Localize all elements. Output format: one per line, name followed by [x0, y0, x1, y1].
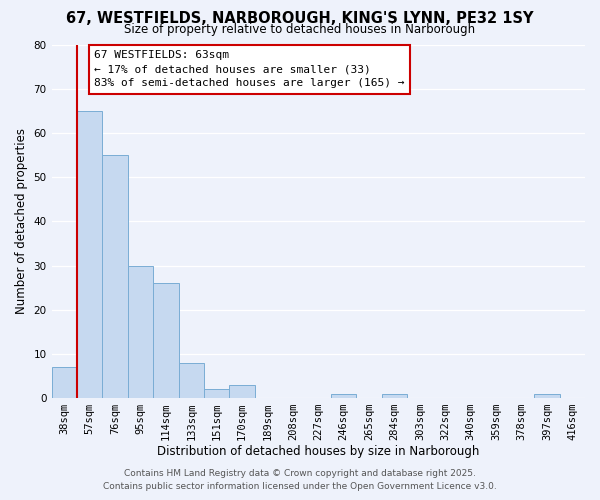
- Bar: [382, 394, 407, 398]
- Bar: [179, 362, 204, 398]
- Bar: [534, 394, 560, 398]
- Bar: [103, 156, 128, 398]
- Text: Contains HM Land Registry data © Crown copyright and database right 2025.
Contai: Contains HM Land Registry data © Crown c…: [103, 469, 497, 491]
- Text: 67, WESTFIELDS, NARBOROUGH, KING'S LYNN, PE32 1SY: 67, WESTFIELDS, NARBOROUGH, KING'S LYNN,…: [66, 11, 534, 26]
- Bar: [331, 394, 356, 398]
- Text: 67 WESTFIELDS: 63sqm
← 17% of detached houses are smaller (33)
83% of semi-detac: 67 WESTFIELDS: 63sqm ← 17% of detached h…: [94, 50, 405, 88]
- Bar: [153, 284, 179, 398]
- Bar: [128, 266, 153, 398]
- Text: Size of property relative to detached houses in Narborough: Size of property relative to detached ho…: [124, 22, 476, 36]
- Y-axis label: Number of detached properties: Number of detached properties: [15, 128, 28, 314]
- X-axis label: Distribution of detached houses by size in Narborough: Distribution of detached houses by size …: [157, 444, 479, 458]
- Bar: [229, 384, 255, 398]
- Bar: [52, 367, 77, 398]
- Bar: [77, 111, 103, 398]
- Bar: [204, 389, 229, 398]
